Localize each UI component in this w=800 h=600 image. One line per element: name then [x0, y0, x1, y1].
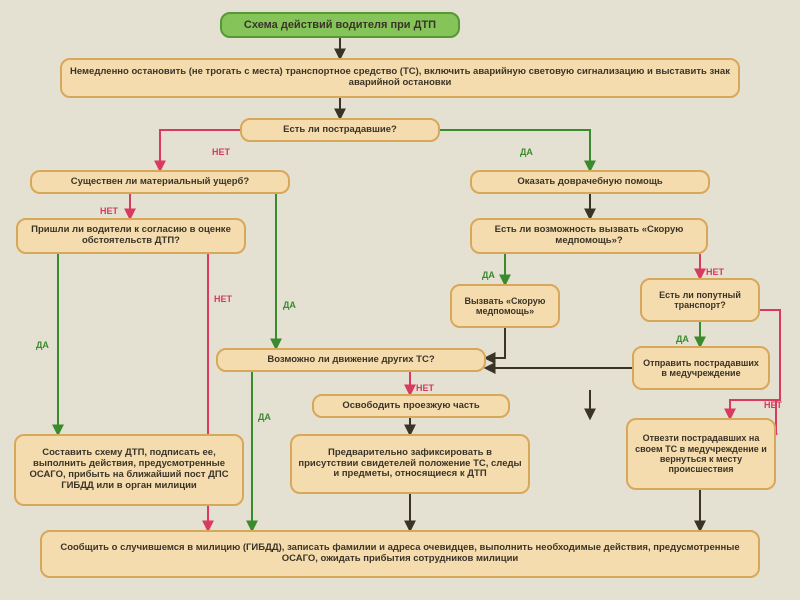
- label-no: НЕТ: [416, 383, 434, 393]
- label-yes: ДА: [520, 147, 533, 157]
- node-q_inj: Есть ли пострадавшие?: [240, 118, 440, 142]
- node-drive: Отвезти пострадавших на своем ТС в медуч…: [626, 418, 776, 490]
- node-stop: Немедленно остановить (не трогать с мест…: [60, 58, 740, 98]
- label-no: НЕТ: [214, 294, 232, 304]
- label-yes: ДА: [283, 300, 296, 310]
- node-send: Отправить пострадавших в медучреждение: [632, 346, 770, 390]
- node-record: Предварительно зафиксировать в присутств…: [290, 434, 530, 494]
- label-no: НЕТ: [764, 400, 782, 410]
- label-yes: ДА: [676, 334, 689, 344]
- node-aid: Оказать доврачебную помощь: [470, 170, 710, 194]
- label-yes: ДА: [36, 340, 49, 350]
- label-yes: ДА: [482, 270, 495, 280]
- node-clear: Освободить проезжую часть: [312, 394, 510, 418]
- label-no: НЕТ: [706, 267, 724, 277]
- node-q_move: Возможно ли движение других ТС?: [216, 348, 486, 372]
- label-yes: ДА: [258, 412, 271, 422]
- node-q_dmg: Существен ли материальный ущерб?: [30, 170, 290, 194]
- node-start: Схема действий водителя при ДТП: [220, 12, 460, 38]
- node-police: Сообщить о случившемся в милицию (ГИБДД)…: [40, 530, 760, 578]
- node-call_amb: Вызвать «Скорую медпомощь»: [450, 284, 560, 328]
- label-no: НЕТ: [212, 147, 230, 157]
- node-q_trans: Есть ли попутный транспорт?: [640, 278, 760, 322]
- node-osago: Составить схему ДТП, подписать ее, выпол…: [14, 434, 244, 506]
- node-q_agree: Пришли ли водители к согласию в оценке о…: [16, 218, 246, 254]
- node-q_amb: Есть ли возможность вызвать «Скорую медп…: [470, 218, 708, 254]
- label-no: НЕТ: [100, 206, 118, 216]
